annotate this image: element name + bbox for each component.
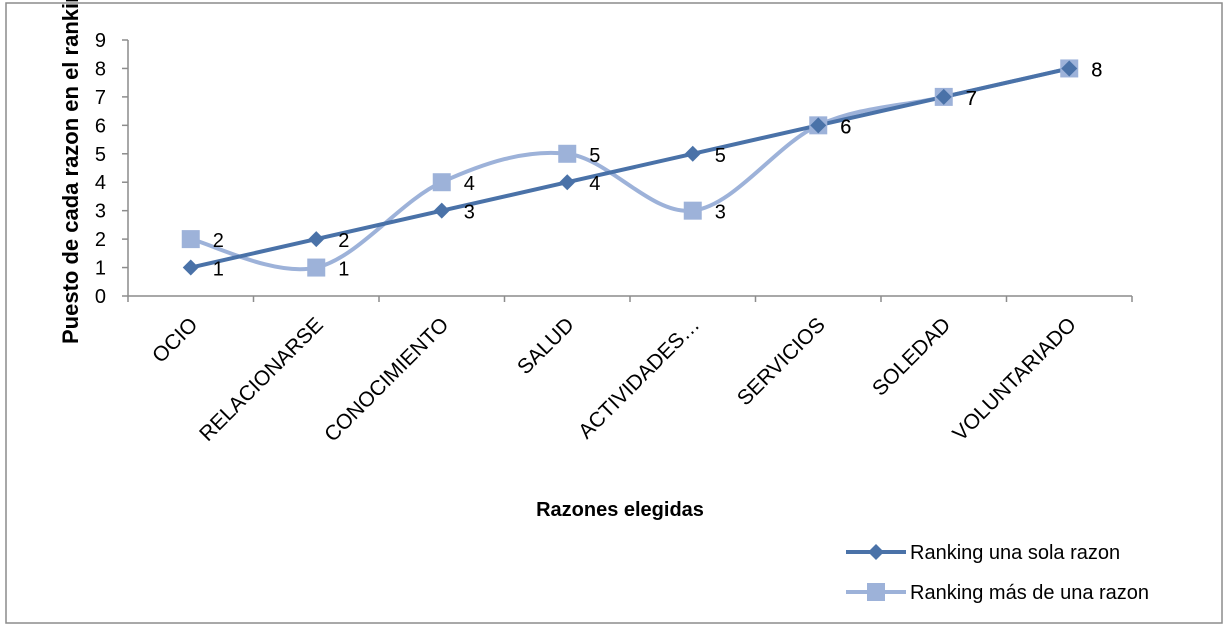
- y-tick-label: 0: [95, 286, 106, 308]
- diamond-marker: [433, 202, 450, 219]
- data-label: 7: [966, 88, 977, 110]
- diamond-marker: [684, 145, 701, 162]
- y-tick-label: 6: [95, 115, 106, 137]
- data-label: 8: [1091, 59, 1102, 81]
- data-label: 1: [213, 259, 224, 281]
- legend: Ranking una sola razon Ranking más de una…: [846, 542, 1149, 604]
- y-tick-label: 9: [95, 30, 106, 52]
- y-tick-label: 3: [95, 201, 106, 223]
- y-axis-title: Puesto de cada razon en el ranking: [58, 0, 83, 344]
- data-label: 6: [840, 116, 851, 138]
- data-label: 7: [966, 88, 977, 110]
- data-label: 3: [464, 202, 475, 224]
- series-line-1: [190, 66, 1070, 270]
- data-label: 5: [715, 145, 726, 167]
- square-marker: [558, 144, 577, 163]
- y-tick-label: 7: [95, 87, 106, 109]
- chart-border: [5, 2, 1223, 624]
- legend-marker: [868, 544, 884, 560]
- data-label: 3: [715, 202, 726, 224]
- data-label: 2: [213, 230, 224, 252]
- diamond-marker: [1061, 60, 1078, 77]
- data-label: 4: [589, 173, 600, 195]
- x-axis-title: Razones elegidas: [536, 499, 704, 521]
- diamond-marker: [810, 117, 827, 134]
- legend-label: Ranking una sola razon: [910, 542, 1120, 564]
- y-tick-label: 5: [95, 144, 106, 166]
- y-tick-label: 1: [95, 258, 106, 280]
- diamond-marker: [308, 231, 325, 248]
- series-layer: [181, 59, 1079, 277]
- diamond-marker: [559, 174, 576, 191]
- legend-marker: [867, 583, 885, 601]
- data-label: 1: [338, 259, 349, 281]
- diamond-marker: [182, 259, 199, 276]
- y-tick-label: 4: [95, 172, 106, 194]
- diamond-marker: [935, 88, 952, 105]
- legend-label: Ranking más de una razon: [910, 582, 1149, 604]
- data-label: 5: [589, 145, 600, 167]
- square-marker: [683, 201, 702, 220]
- data-label: 4: [464, 173, 475, 195]
- data-label: 2: [338, 230, 349, 252]
- y-tick-label: 2: [95, 229, 106, 251]
- data-label: 8: [1091, 59, 1102, 81]
- square-marker: [181, 230, 200, 249]
- square-marker: [432, 173, 451, 192]
- y-tick-label: 8: [95, 58, 106, 80]
- square-marker: [307, 258, 326, 277]
- data-label: 6: [840, 116, 851, 138]
